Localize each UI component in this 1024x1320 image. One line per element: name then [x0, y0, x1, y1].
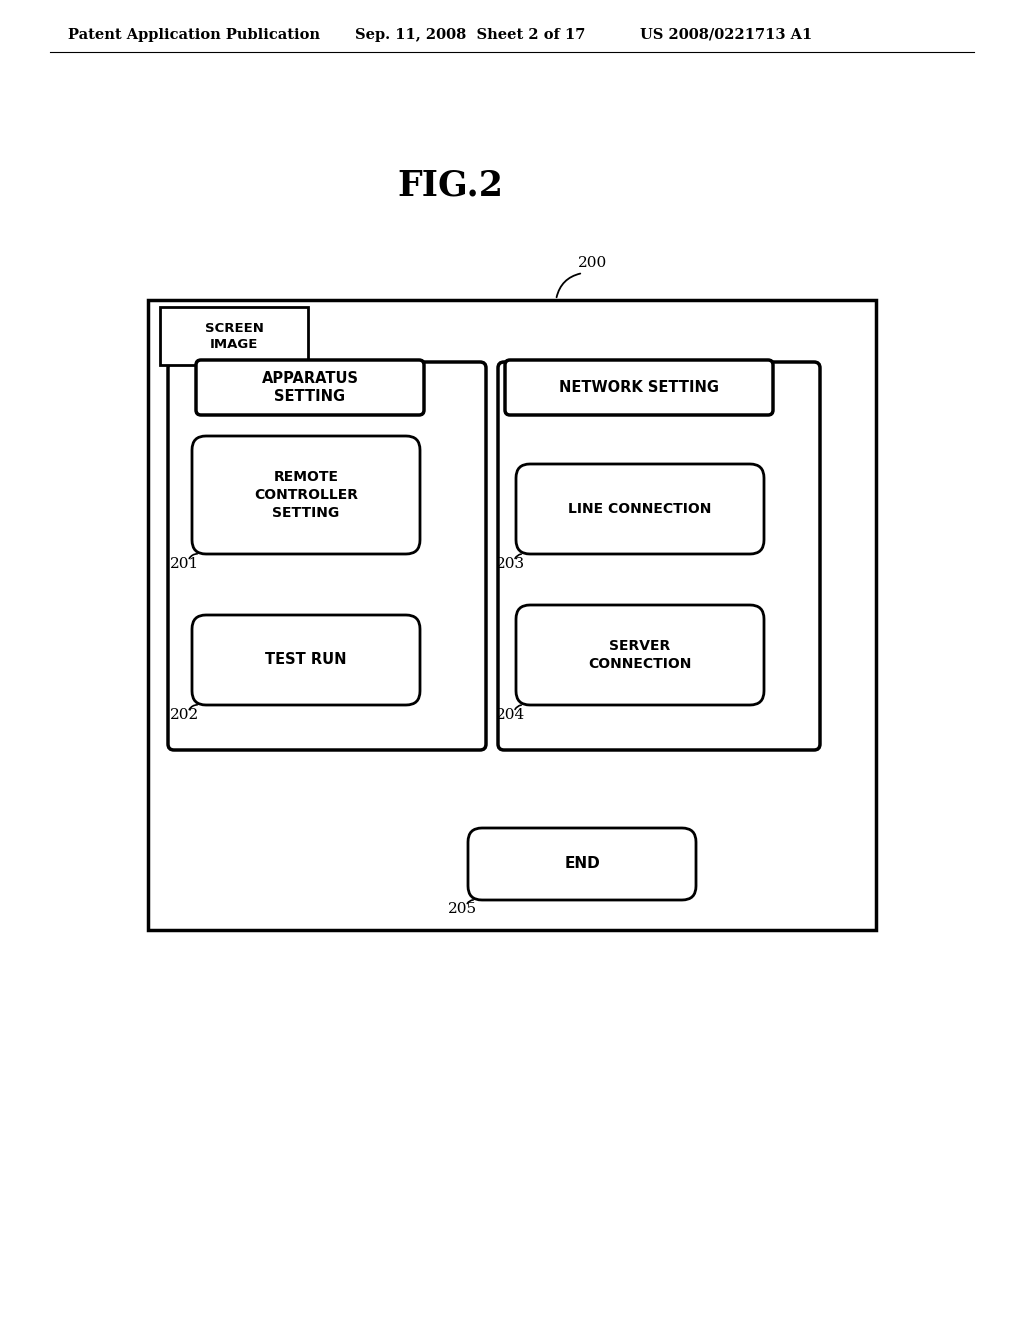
- FancyBboxPatch shape: [168, 362, 486, 750]
- Text: US 2008/0221713 A1: US 2008/0221713 A1: [640, 28, 812, 42]
- Bar: [160, 308, 308, 366]
- Text: REMOTE
CONTROLLER
SETTING: REMOTE CONTROLLER SETTING: [254, 470, 358, 520]
- Text: SERVER
CONNECTION: SERVER CONNECTION: [589, 639, 691, 671]
- Text: NETWORK SETTING: NETWORK SETTING: [559, 380, 719, 395]
- Bar: [148, 300, 876, 931]
- Text: APPARATUS
SETTING: APPARATUS SETTING: [261, 371, 358, 404]
- Text: LINE CONNECTION: LINE CONNECTION: [568, 502, 712, 516]
- Text: 202: 202: [170, 708, 200, 722]
- Text: 200: 200: [578, 256, 607, 271]
- Text: FIG.2: FIG.2: [397, 168, 503, 202]
- FancyBboxPatch shape: [468, 828, 696, 900]
- Text: END: END: [564, 857, 600, 871]
- FancyBboxPatch shape: [505, 360, 773, 414]
- Text: 201: 201: [170, 557, 200, 572]
- FancyBboxPatch shape: [498, 362, 820, 750]
- Text: 203: 203: [496, 557, 525, 572]
- Text: 205: 205: [449, 902, 477, 916]
- FancyBboxPatch shape: [193, 436, 420, 554]
- FancyBboxPatch shape: [516, 605, 764, 705]
- FancyBboxPatch shape: [516, 465, 764, 554]
- Text: 204: 204: [496, 708, 525, 722]
- Text: Sep. 11, 2008  Sheet 2 of 17: Sep. 11, 2008 Sheet 2 of 17: [355, 28, 586, 42]
- FancyBboxPatch shape: [196, 360, 424, 414]
- Text: Patent Application Publication: Patent Application Publication: [68, 28, 319, 42]
- Text: TEST RUN: TEST RUN: [265, 652, 347, 668]
- Text: SCREEN
IMAGE: SCREEN IMAGE: [205, 322, 263, 351]
- FancyBboxPatch shape: [193, 615, 420, 705]
